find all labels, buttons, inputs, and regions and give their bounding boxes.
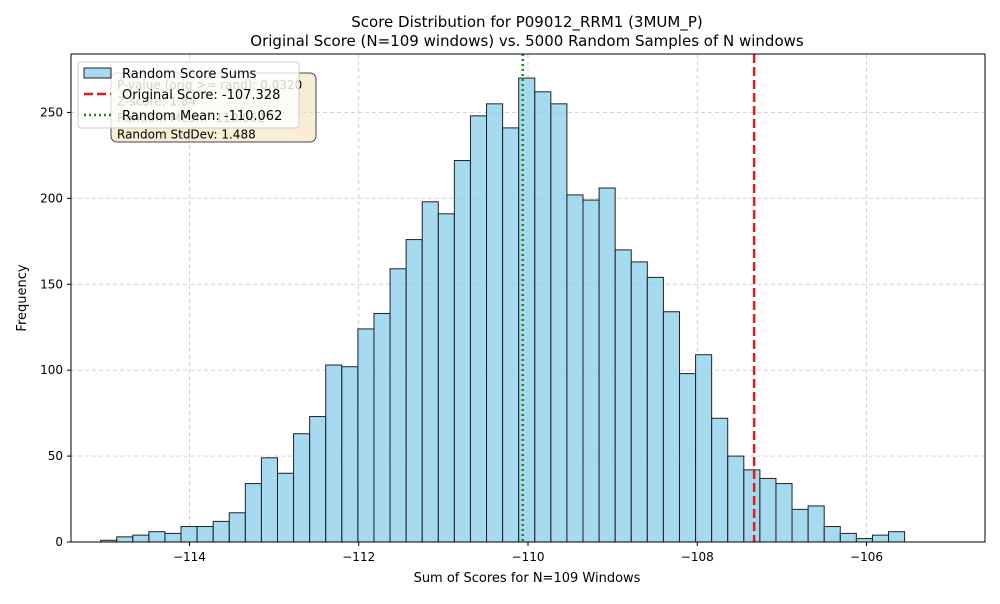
histogram-bar xyxy=(148,531,166,543)
histogram-bar xyxy=(453,160,471,543)
histogram-bar xyxy=(196,526,214,543)
histogram-bar xyxy=(727,455,745,543)
histogram-bar xyxy=(871,534,890,543)
histogram-bar xyxy=(695,354,713,543)
histogram-bar xyxy=(276,472,295,543)
histogram-bar xyxy=(116,536,134,543)
x-axis-label: Sum of Scores for N=109 Windows xyxy=(414,571,641,586)
histogram-bar xyxy=(775,483,793,543)
chart-title-line2: Original Score (N=109 windows) vs. 5000 … xyxy=(250,32,804,50)
histogram-bar xyxy=(421,201,439,543)
y-tick-label: 50 xyxy=(48,449,63,463)
histogram-bar xyxy=(325,364,343,543)
y-tick-label: 250 xyxy=(40,105,63,119)
y-tick-label: 100 xyxy=(40,363,63,377)
chart-title-line1: Score Distribution for P09012_RRM1 (3MUM… xyxy=(351,13,702,32)
histogram-bar xyxy=(646,276,664,543)
histogram-bar xyxy=(373,312,391,543)
legend-label: Original Score: -107.328 xyxy=(122,88,280,103)
histogram-bar xyxy=(244,483,262,543)
y-axis-label: Frequency xyxy=(15,264,30,331)
x-tick-label: −106 xyxy=(850,550,883,564)
legend-label: Random Mean: -110.062 xyxy=(122,109,282,124)
y-tick-label: 0 xyxy=(55,535,63,549)
histogram-bar xyxy=(678,373,697,543)
histogram-bar xyxy=(309,416,327,543)
histogram-bar xyxy=(582,199,600,543)
histogram-bar xyxy=(228,512,246,543)
x-tick-label: −108 xyxy=(681,550,714,564)
legend[interactable]: Random Score Sums Original Score: -107.32… xyxy=(77,61,300,129)
histogram-bar xyxy=(566,194,584,543)
histogram-bar xyxy=(180,526,198,543)
histogram-bar xyxy=(437,213,455,543)
reference-lines xyxy=(521,54,756,542)
histogram-bar xyxy=(823,526,841,543)
histogram-bar xyxy=(662,311,680,543)
histogram-bar xyxy=(132,534,150,543)
histogram-bar xyxy=(743,469,761,543)
axes: −114 −112 −110 −108 −106 0 50 100 150 200 250 xyxy=(40,53,986,564)
histogram-bar xyxy=(759,477,777,543)
histogram-bar xyxy=(502,127,520,543)
legend-swatch-bars xyxy=(83,67,112,79)
histogram-bar xyxy=(598,187,616,543)
histogram-bar xyxy=(341,366,359,543)
histogram-bar xyxy=(389,268,407,543)
y-tick-label: 150 xyxy=(40,277,63,291)
histogram-bar xyxy=(614,249,632,543)
histogram-bar xyxy=(518,77,536,543)
histogram-bar xyxy=(791,508,809,543)
histogram-bars xyxy=(100,77,906,543)
histogram-bar xyxy=(164,532,182,543)
legend-frame xyxy=(77,61,300,129)
histogram-bar xyxy=(486,103,504,543)
histogram-bar xyxy=(260,457,278,543)
histogram-bar xyxy=(357,328,375,543)
histogram-bar xyxy=(405,239,423,543)
histogram-bar xyxy=(469,115,488,543)
y-tick-label: 200 xyxy=(40,191,63,205)
histogram-bar xyxy=(807,505,825,543)
legend-label: Random Score Sums xyxy=(122,67,257,82)
x-tick-label: −110 xyxy=(512,550,545,564)
x-tick-label: −112 xyxy=(342,550,375,564)
histogram-bar xyxy=(534,91,552,543)
histogram-bar xyxy=(630,261,648,543)
histogram-bar xyxy=(855,538,873,543)
histogram-bar xyxy=(711,417,729,543)
stats-box-line: Random StdDev: 1.488 xyxy=(117,128,256,142)
histogram-bar xyxy=(839,532,857,543)
histogram-bar xyxy=(212,520,230,543)
x-tick-label: −114 xyxy=(173,550,206,564)
histogram-bar xyxy=(888,531,906,543)
histogram-bar xyxy=(550,103,568,543)
histogram-bar xyxy=(293,433,311,543)
